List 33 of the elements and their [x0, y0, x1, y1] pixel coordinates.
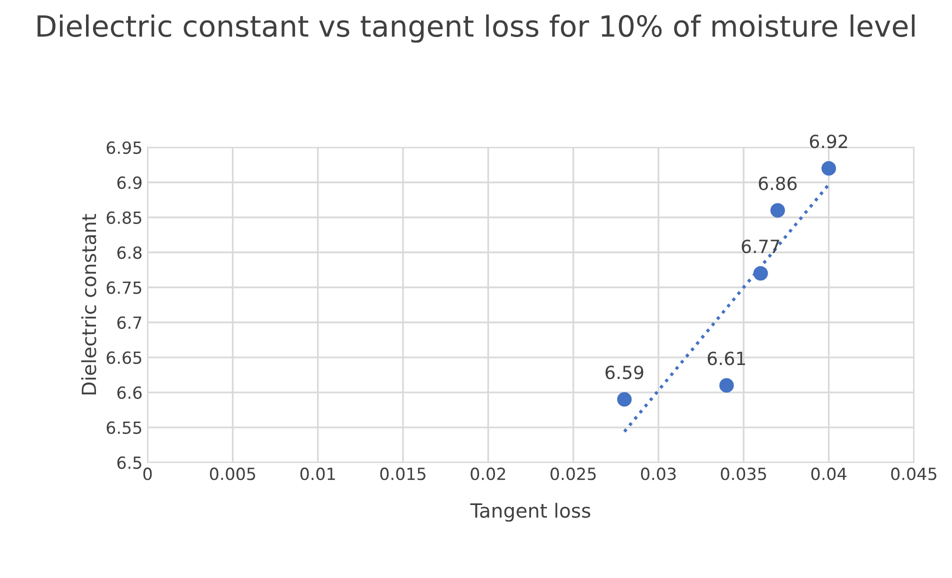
y-tick-label: 6.8: [117, 246, 142, 259]
y-tick-label: 6.5: [117, 456, 142, 469]
point: [753, 266, 768, 281]
y-tick-label: 6.75: [106, 281, 142, 294]
y-tick-label: 6.7: [117, 316, 142, 329]
y-tick-label: 6.55: [106, 421, 142, 434]
y-axis-title: Dielectric constant: [81, 214, 96, 394]
data-label: 6.61: [708, 352, 746, 366]
x-tick-label: 0.045: [891, 468, 936, 480]
y-tick-label: 6.95: [106, 141, 142, 154]
x-tick-label: 0: [143, 468, 152, 480]
y-tick-label: 6.85: [106, 211, 142, 224]
chart-title: Dielectric constant vs tangent loss for 10% of moisture level: [38, 14, 915, 43]
x-tick-label: 0.015: [380, 468, 426, 480]
y-tick-label: 6.6: [117, 386, 142, 399]
point: [770, 203, 785, 218]
point: [719, 378, 734, 393]
data-label: 6.77: [742, 240, 780, 254]
data-label: 6.59: [606, 366, 644, 380]
x-tick-label: 0.025: [550, 468, 596, 480]
x-tick-label: 0.035: [720, 468, 766, 480]
x-tick-label: 0.01: [300, 468, 335, 480]
data-label: 6.92: [810, 134, 848, 148]
data-label: 6.86: [758, 176, 797, 190]
y-tick-label: 6.65: [106, 351, 142, 364]
x-axis-title: Tangent loss: [470, 502, 590, 522]
point: [617, 392, 632, 407]
x-tick-label: 0.005: [210, 468, 256, 480]
y-tick-label: 6.9: [117, 176, 142, 189]
x-tick-label: 0.03: [641, 468, 676, 480]
x-tick-label: 0.04: [811, 468, 846, 480]
point: [821, 161, 836, 176]
x-tick-label: 0.02: [470, 468, 506, 480]
